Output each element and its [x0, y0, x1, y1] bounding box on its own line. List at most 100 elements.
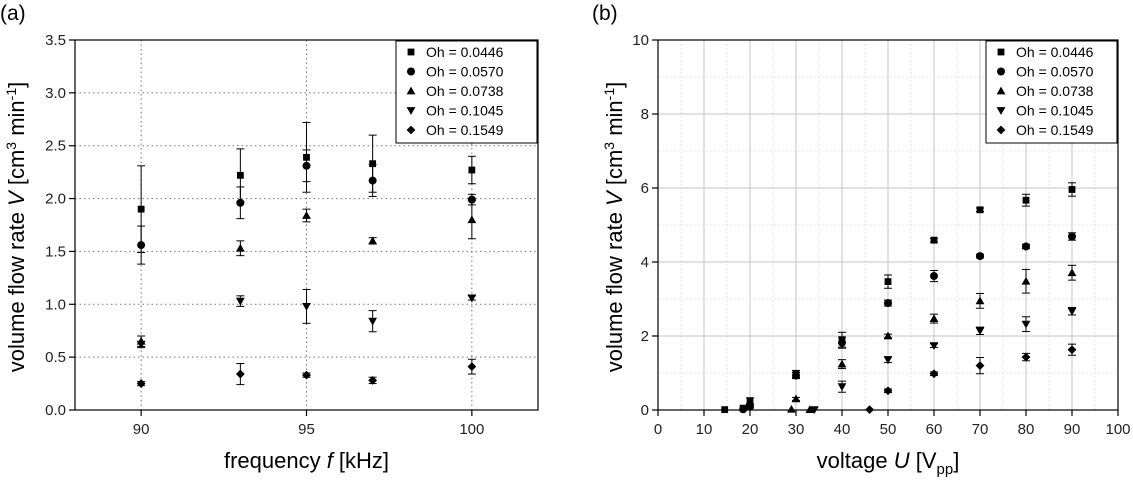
y-axis-label: volume flow rate V [cm3 min-1]	[3, 82, 29, 372]
x-axis-label-text: frequency	[224, 448, 327, 473]
data-point	[467, 362, 477, 372]
data-point	[137, 241, 146, 250]
data-point	[837, 383, 847, 392]
legend-marker	[406, 86, 416, 95]
data-point	[1068, 232, 1076, 241]
data-point	[787, 404, 796, 413]
data-point	[805, 405, 815, 414]
x-tick-label: 70	[972, 421, 989, 438]
y-tick-label: 0.5	[45, 349, 66, 366]
legend: Oh = 0.0446 Oh = 0.0570 Oh = 0.0738 Oh = 0.…	[395, 40, 538, 144]
data-point	[235, 369, 245, 379]
chart-panel-a: 90 95 100 0.0 0.5 1.0 1.5 2.0 2.5 3.0 3.5 (a) freque…	[0, 2, 539, 473]
x-tick-label: 50	[880, 421, 897, 438]
data-point	[930, 272, 938, 281]
legend-entry: Oh = 0.0446	[426, 44, 504, 60]
data-point	[838, 338, 846, 347]
series-2	[739, 232, 1076, 414]
y-tick-label: 10	[632, 32, 649, 49]
data-point	[368, 176, 377, 185]
data-point	[235, 297, 245, 306]
y-axis-label-variable: V	[602, 189, 627, 206]
y-axis-label-end: ]	[602, 82, 627, 88]
series-5	[136, 358, 477, 388]
legend-entry: Oh = 0.1549	[1016, 122, 1094, 138]
legend-box	[985, 40, 1118, 144]
x-tick-label: 30	[788, 421, 805, 438]
legend-marker	[407, 67, 415, 76]
data-point	[929, 314, 939, 323]
y-tick-label: 4	[641, 254, 649, 271]
x-tick-label: 80	[1018, 421, 1035, 438]
legend-marker	[407, 48, 415, 56]
data-point	[467, 215, 477, 224]
data-point	[721, 406, 729, 414]
data-point	[1067, 268, 1077, 277]
y-tick-label: 2.0	[45, 191, 66, 208]
y-tick-label: 2	[641, 328, 649, 345]
data-point	[369, 160, 377, 168]
x-tick-label: 95	[298, 421, 315, 438]
data-point	[236, 171, 244, 179]
y-axis-label-exponent: -1	[3, 88, 19, 101]
legend-box	[395, 40, 538, 144]
x-axis-label-text: voltage	[817, 448, 894, 473]
data-point	[368, 376, 378, 385]
y-axis-label-exponent: -1	[601, 88, 617, 101]
panel-label: (a)	[0, 2, 26, 25]
x-tick-label: 100	[459, 421, 484, 438]
legend-marker	[996, 86, 1006, 95]
legend-marker	[406, 107, 416, 115]
x-tick-label: 90	[1064, 421, 1081, 438]
legend-entry: Oh = 0.0738	[426, 83, 504, 99]
series-4	[136, 288, 477, 349]
x-tick-label: 90	[133, 421, 150, 438]
x-axis-label-unit: [V	[910, 448, 937, 473]
data-point	[1021, 276, 1031, 285]
x-axis-label-end: ]	[953, 448, 959, 473]
data-point	[746, 397, 754, 405]
data-point	[837, 359, 847, 368]
data-point	[1021, 352, 1031, 362]
legend-marker	[996, 107, 1006, 115]
data-point	[883, 386, 893, 396]
data-point	[976, 252, 984, 261]
x-axis-label: voltage U [Vpp]	[817, 448, 960, 478]
y-tick-label: 8	[641, 106, 649, 123]
x-tick-label: 0	[654, 421, 662, 438]
series-5	[865, 343, 1077, 415]
data-point	[975, 327, 985, 336]
data-point	[467, 195, 476, 204]
legend-entry: Oh = 0.0570	[426, 64, 504, 80]
series-4	[810, 307, 1077, 415]
data-point	[368, 236, 378, 245]
legend: Oh = 0.0446 Oh = 0.0570 Oh = 0.0738 Oh = 0.…	[985, 40, 1118, 144]
data-point	[883, 356, 893, 365]
data-point	[368, 317, 378, 326]
y-axis-label-unit-min: min	[602, 100, 627, 142]
legend-marker	[997, 67, 1005, 76]
y-tick-label: 1.5	[45, 243, 66, 260]
data-point	[1067, 345, 1077, 355]
data-point	[236, 198, 245, 207]
data-point	[302, 370, 311, 380]
x-tick-label: 10	[696, 421, 713, 438]
data-point	[930, 236, 938, 244]
chart-panel-b: 0 10 20 30 40 50 60 70 80 90 100 0 2 4 6 8 10 (b) voltage …	[592, 2, 1131, 478]
data-point	[976, 206, 984, 214]
series-3	[787, 264, 1077, 414]
data-point	[1067, 307, 1077, 316]
data-point	[975, 361, 985, 370]
panel-label: (b)	[592, 2, 618, 25]
x-axis-label-variable: f	[327, 448, 336, 473]
y-axis-label-text: volume flow rate	[4, 206, 29, 372]
x-axis-label-subscript: pp	[937, 461, 954, 478]
y-axis-label-unit: [cm	[4, 150, 29, 192]
x-axis-label-variable: U	[894, 448, 910, 473]
y-tick-label: 0	[641, 402, 649, 419]
data-point	[1022, 242, 1030, 251]
data-point	[302, 211, 311, 219]
data-point	[468, 166, 476, 174]
y-axis-label-variable: V	[4, 189, 29, 206]
